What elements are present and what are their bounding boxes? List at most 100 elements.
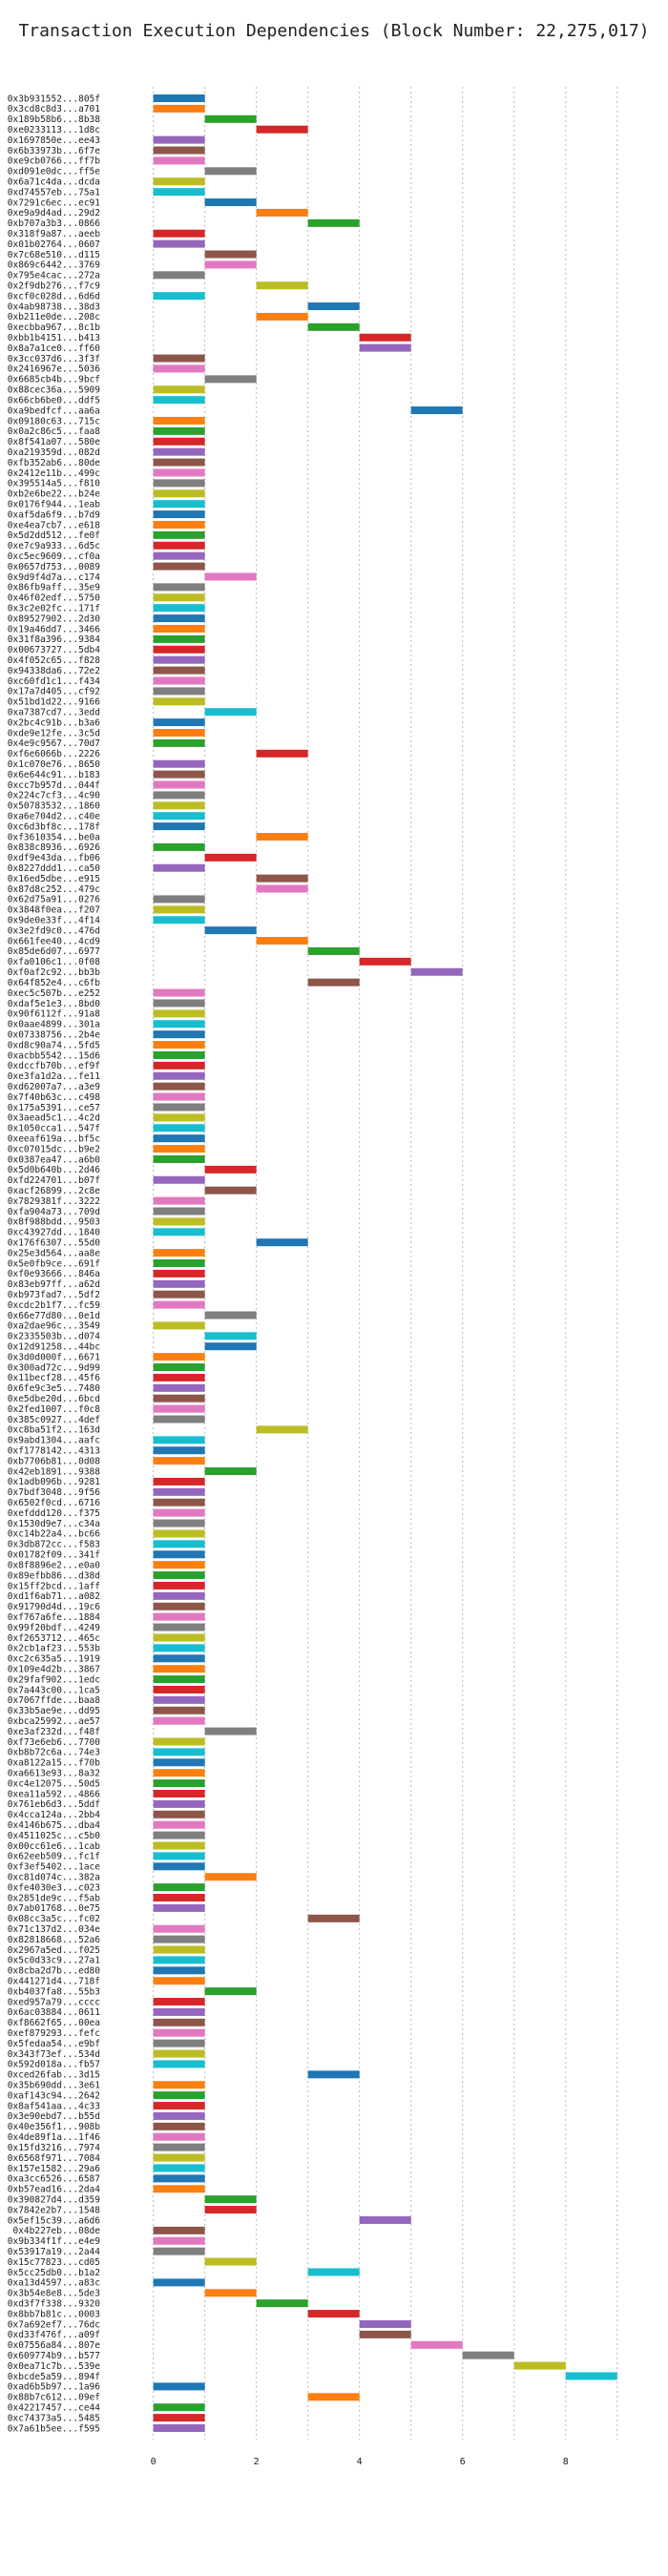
- transaction-label: 0x15fd3216...7974: [8, 2143, 101, 2153]
- transaction-label: 0x1697850e...ee43: [8, 135, 100, 146]
- transaction-label: 0xc14b22a4...bc66: [8, 1529, 101, 1540]
- transaction-label: 0x7f40b63c...c498: [8, 1092, 101, 1103]
- transaction-bar: [256, 937, 308, 945]
- transaction-label: 0x109e4d2b...3867: [8, 1664, 100, 1674]
- transaction-label: 0x0a2c86c5...faa8: [8, 426, 101, 437]
- transaction-label: 0x7a692ef7...76dc: [8, 2319, 100, 2330]
- transaction-bar: [153, 2414, 205, 2422]
- transaction-label: 0xc4e12075...50d5: [8, 1778, 100, 1789]
- transaction-label: 0x9de0e33f...4f14: [8, 916, 101, 926]
- transaction-bar: [153, 1665, 205, 1673]
- transaction-bar: [153, 104, 205, 113]
- transaction-bar: [359, 2330, 411, 2338]
- transaction-label: 0x07338756...2b4e: [8, 1029, 101, 1040]
- chart-title: Transaction Execution Dependencies (Bloc…: [18, 21, 649, 41]
- transaction-label: 0x3b54e8e8...5de3: [8, 2289, 100, 2299]
- transaction-label: 0xa7387cd7...3edd: [8, 708, 100, 718]
- transaction-label: 0xa2dae96c...3549: [8, 1321, 101, 1332]
- transaction-bar: [256, 2299, 308, 2308]
- transaction-bar: [153, 718, 205, 727]
- transaction-label: 0xe0233113...1d8c: [8, 125, 100, 135]
- transaction-label: 0x795e4cac...272a: [8, 271, 100, 281]
- transaction-bar: [153, 1623, 205, 1631]
- transaction-bar: [153, 1030, 205, 1039]
- transaction-bar: [153, 1820, 205, 1829]
- transaction-label: 0xefddd120...f375: [8, 1508, 100, 1519]
- transaction-label: 0x16ed5dbe...e915: [8, 874, 100, 884]
- transaction-bar: [153, 1082, 205, 1091]
- transaction-bar: [153, 780, 205, 789]
- transaction-bar: [153, 1154, 205, 1163]
- transaction-bar: [153, 822, 205, 831]
- transaction-bar: [153, 156, 205, 165]
- transaction-bar: [153, 645, 205, 654]
- transaction-bar: [153, 2403, 205, 2412]
- transaction-label: 0x3d0d000f...6671: [8, 1352, 101, 1362]
- transaction-bar: [256, 125, 308, 134]
- transaction-bar: [153, 2236, 205, 2245]
- transaction-bar: [153, 1196, 205, 1205]
- transaction-label: 0x224c7cf3...4c90: [8, 791, 101, 801]
- transaction-label: 0x5ef15c39...a6d6: [8, 2215, 101, 2226]
- transaction-bar: [153, 2060, 205, 2068]
- transaction-bar: [153, 135, 205, 144]
- transaction-label: 0xe4ea7cb7...e618: [8, 520, 101, 530]
- transaction-label: 0xcdc2b1f7...fc59: [8, 1300, 101, 1311]
- transaction-bar: [307, 946, 360, 955]
- transaction-bar: [153, 801, 205, 810]
- transaction-bar: [153, 1134, 205, 1143]
- transaction-bar: [153, 530, 205, 539]
- transaction-label: 0xbca25992...ae57: [8, 1716, 100, 1727]
- transaction-label: 0xf0af2c92...bb3b: [8, 967, 101, 978]
- transaction-bar: [153, 593, 205, 602]
- transaction-label: 0x1530d9e7...c34a: [8, 1519, 100, 1529]
- transaction-label: 0x89527902...2d30: [8, 613, 101, 624]
- transaction-label: 0x17a7d405...cf92: [8, 687, 100, 697]
- transaction-bar: [153, 1249, 205, 1257]
- transaction-bar: [153, 1540, 205, 1548]
- transaction-bar: [153, 1373, 205, 1381]
- transaction-bar: [256, 281, 308, 290]
- transaction-bar: [204, 260, 257, 269]
- transaction-bar: [153, 1050, 205, 1059]
- transaction-bar: [153, 271, 205, 280]
- transaction-label: 0xecbba967...8c1b: [8, 322, 101, 333]
- transaction-bar: [153, 2007, 205, 2016]
- transaction-bar: [153, 759, 205, 768]
- transaction-label: 0x7291c6ec...ec91: [8, 197, 101, 208]
- transaction-bar: [153, 1124, 205, 1132]
- transaction-bar: [153, 812, 205, 821]
- transaction-bar: [153, 770, 205, 779]
- transaction-bar: [204, 375, 257, 384]
- transaction-bar: [204, 572, 257, 581]
- transaction-bar: [153, 1071, 205, 1080]
- transaction-label: 0xc07015dc...b9e2: [8, 1144, 100, 1154]
- transaction-label: 0x838c8936...6926: [8, 842, 101, 853]
- transaction-bar: [153, 1769, 205, 1777]
- transaction-bar: [153, 1977, 205, 1985]
- transaction-label: 0x07556a84...807e: [8, 2340, 101, 2351]
- transaction-label: 0x0176f944...1eab: [8, 499, 101, 509]
- transaction-label: 0x9abd1304...aafc: [8, 1436, 100, 1446]
- transaction-bar: [204, 1727, 257, 1735]
- transaction-label: 0xf8662f65...00ea: [8, 2018, 100, 2028]
- transaction-bar: [153, 1353, 205, 1361]
- transaction-bar: [153, 562, 205, 571]
- transaction-bar: [359, 333, 411, 342]
- transaction-label: 0xe5dbe20d...6bcd: [8, 1394, 100, 1404]
- transaction-bar: [153, 1748, 205, 1756]
- x-tick-label: 4: [357, 2457, 363, 2467]
- transaction-bar: [307, 2070, 360, 2079]
- transaction-label: 0x4ab98738...38d3: [8, 301, 100, 312]
- transaction-label: 0x2412e11b...499c: [8, 468, 100, 479]
- transaction-label: 0x9b334f1f...e4e9: [8, 2236, 101, 2247]
- grid-lines: [153, 87, 618, 2440]
- transaction-bar: [204, 1311, 257, 1319]
- transaction-bar: [204, 2257, 257, 2266]
- transaction-bar: [153, 1831, 205, 1839]
- transaction-bar: [153, 1883, 205, 1892]
- transaction-bar: [153, 1009, 205, 1018]
- transaction-label: 0xe9a9d4ad...29d2: [8, 208, 100, 218]
- transaction-label: 0x66cb6be0...ddf5: [8, 395, 100, 405]
